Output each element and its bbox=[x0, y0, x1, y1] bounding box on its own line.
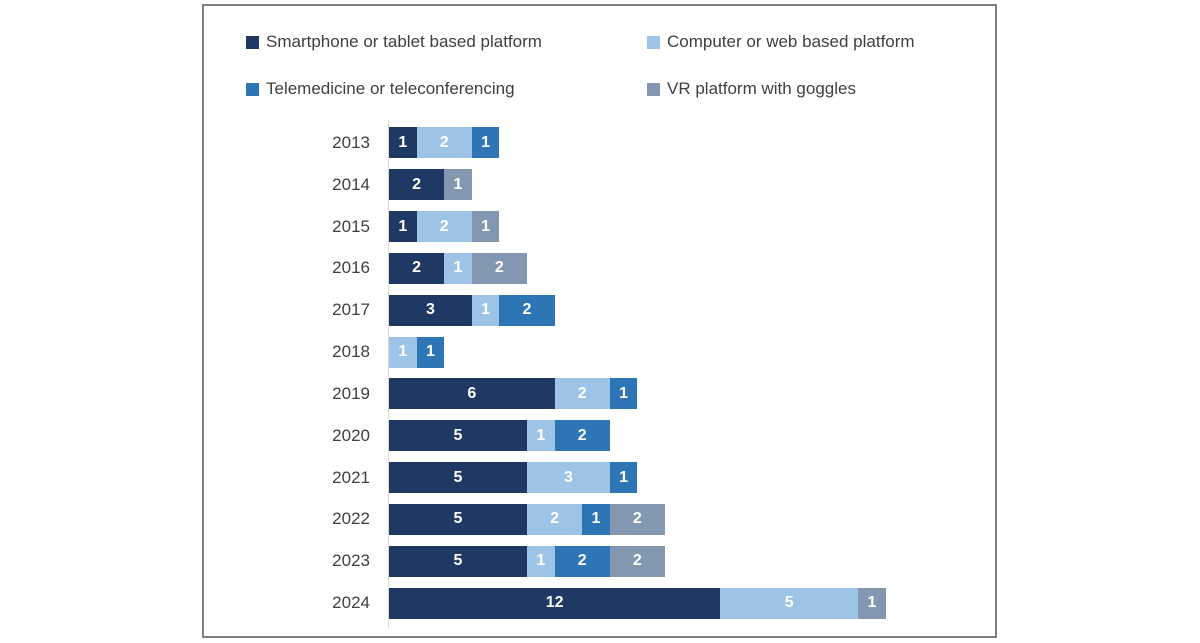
bar-segment: 1 bbox=[858, 587, 886, 619]
bar-segment: 1 bbox=[389, 211, 417, 243]
legend-swatch-vr-icon bbox=[647, 82, 660, 96]
bar-segment: 2 bbox=[499, 294, 555, 326]
year-label: 2015 bbox=[332, 216, 370, 236]
chart-row-2022: 2022 5 2 1 2 bbox=[204, 498, 995, 540]
legend-item-vr: VR platform with goggles bbox=[647, 79, 856, 99]
bar-segment: 3 bbox=[527, 462, 610, 494]
chart-row-2020: 2020 5 1 2 bbox=[204, 415, 995, 457]
bar-segment: 1 bbox=[416, 336, 445, 368]
bar-segment: 1 bbox=[609, 462, 638, 494]
bar-segment: 1 bbox=[582, 503, 610, 535]
legend-label-telemedicine: Telemedicine or teleconferencing bbox=[266, 79, 515, 98]
bar-segment: 6 bbox=[389, 378, 555, 410]
legend-swatch-computer-icon bbox=[647, 35, 660, 49]
chart-row-2021: 2021 5 3 1 bbox=[204, 457, 995, 499]
bar-segment: 1 bbox=[389, 127, 417, 159]
chart-panel: Smartphone or tablet based platform Comp… bbox=[202, 4, 997, 638]
bar-segment: 2 bbox=[609, 503, 665, 535]
bar-segment: 1 bbox=[389, 336, 417, 368]
chart-row-2024: 2024 12 5 1 bbox=[204, 582, 995, 624]
chart-row-2023: 2023 5 1 2 2 bbox=[204, 540, 995, 582]
year-label: 2021 bbox=[332, 467, 370, 487]
year-label: 2019 bbox=[332, 383, 370, 403]
bar-segment: 1 bbox=[471, 211, 500, 243]
bar-segment: 2 bbox=[527, 503, 583, 535]
legend-label-computer: Computer or web based platform bbox=[667, 32, 915, 51]
stacked-bar-2024: 12 5 1 bbox=[389, 587, 886, 619]
bar-segment: 1 bbox=[444, 252, 472, 284]
year-label: 2024 bbox=[332, 593, 370, 613]
legend-label-vr: VR platform with goggles bbox=[667, 79, 856, 98]
chart-row-2017: 2017 3 1 2 bbox=[204, 289, 995, 331]
bar-segment: 3 bbox=[389, 294, 472, 326]
bar-segment: 5 bbox=[389, 462, 527, 494]
bar-segment: 2 bbox=[416, 211, 472, 243]
bar-segment: 2 bbox=[416, 127, 472, 159]
chart-row-2016: 2016 2 1 2 bbox=[204, 247, 995, 289]
chart-row-2018: 2018 1 1 bbox=[204, 331, 995, 373]
bar-segment: 2 bbox=[389, 169, 445, 201]
chart-row-2019: 2019 6 2 1 bbox=[204, 373, 995, 415]
year-label: 2013 bbox=[332, 132, 370, 152]
bar-segment: 5 bbox=[720, 587, 859, 619]
bar-segment: 1 bbox=[527, 420, 555, 452]
year-label: 2023 bbox=[332, 551, 370, 571]
bar-segment: 5 bbox=[389, 503, 527, 535]
year-label: 2020 bbox=[332, 425, 370, 445]
vertical-axis-line bbox=[388, 120, 389, 628]
legend-swatch-telemedicine-icon bbox=[246, 82, 259, 96]
chart-rows: 2013 1 2 1 2014 2 1 2015 1 2 1 2016 2 1 2 2017 3 1 2 2018 1 1… bbox=[204, 122, 995, 624]
bar-segment: 2 bbox=[609, 545, 665, 577]
year-label: 2018 bbox=[332, 342, 370, 362]
bar-segment: 1 bbox=[527, 545, 555, 577]
year-label: 2014 bbox=[332, 174, 370, 194]
legend-item-smartphone: Smartphone or tablet based platform bbox=[246, 32, 542, 52]
bar-segment: 2 bbox=[554, 378, 610, 410]
bar-segment: 2 bbox=[471, 252, 527, 284]
legend-label-smartphone: Smartphone or tablet based platform bbox=[266, 32, 542, 51]
year-label: 2017 bbox=[332, 300, 370, 320]
chart-row-2015: 2015 1 2 1 bbox=[204, 206, 995, 248]
bar-segment: 5 bbox=[389, 420, 527, 452]
bar-segment: 12 bbox=[389, 587, 721, 619]
bar-segment: 1 bbox=[609, 378, 638, 410]
legend-item-computer: Computer or web based platform bbox=[647, 32, 915, 52]
bar-segment: 1 bbox=[444, 169, 472, 201]
bar-segment: 2 bbox=[554, 545, 610, 577]
bar-segment: 2 bbox=[389, 252, 445, 284]
year-label: 2016 bbox=[332, 258, 370, 278]
bar-segment: 2 bbox=[554, 420, 610, 452]
chart-row-2014: 2014 2 1 bbox=[204, 164, 995, 206]
bar-segment: 1 bbox=[471, 127, 500, 159]
chart-row-2013: 2013 1 2 1 bbox=[204, 122, 995, 164]
bar-segment: 5 bbox=[389, 545, 527, 577]
legend-item-telemedicine: Telemedicine or teleconferencing bbox=[246, 79, 515, 99]
bar-segment: 1 bbox=[471, 294, 500, 326]
year-label: 2022 bbox=[332, 509, 370, 529]
legend-swatch-smartphone-icon bbox=[246, 35, 259, 49]
